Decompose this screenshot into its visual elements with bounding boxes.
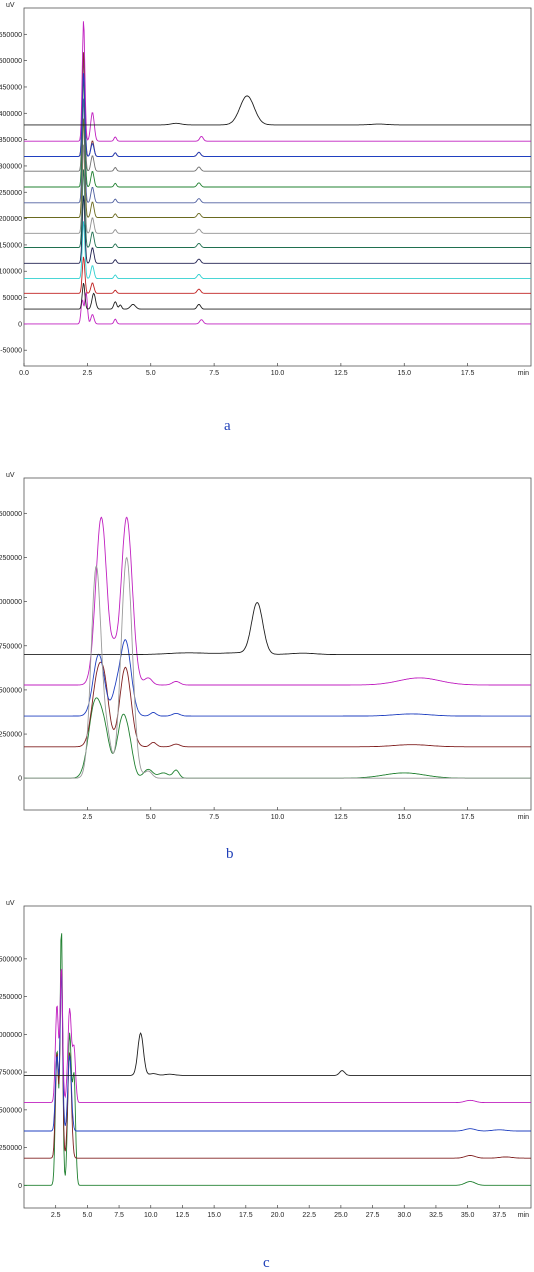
panel-c-x-tick-label: 2.5 (51, 1212, 61, 1219)
panel-a-trace-3 (24, 221, 531, 280)
panel-a-y-tick-label: 550000 (0, 32, 22, 39)
panel-a-y-tick-label: 0 (18, 321, 22, 328)
panel-a-trace-12 (24, 73, 531, 157)
panel-c-x-tick-label: 5.0 (83, 1212, 93, 1219)
panel-c-trace-1 (24, 972, 531, 1159)
panel-b-y-tick-label: 0 (18, 776, 22, 783)
panel-c-x-tick-label: 15.0 (207, 1212, 221, 1219)
panel-b-y-tick-label: 750000 (0, 643, 22, 650)
panel-b-trace-3 (24, 516, 531, 686)
panel-a-y-axis-label: uV (6, 2, 15, 9)
panel-b-x-tick-label: 2.5 (83, 814, 93, 821)
panel-c-x-tick-label: 35.0 (461, 1212, 475, 1219)
panel-c-x-tick-label: 12.5 (176, 1212, 190, 1219)
panel-a-x-tick-label: 5.0 (146, 370, 156, 377)
panel-c-trace-3 (24, 968, 531, 1104)
panel-a-x-tick-label: 7.5 (209, 370, 219, 377)
panel-c-y-tick-label: 1000000 (0, 1032, 22, 1039)
panel-a-trace-2 (24, 256, 531, 294)
panel-c-y-tick-label: 500000 (0, 1107, 22, 1114)
panel-c-y-tick-label: 1250000 (0, 994, 22, 1001)
panel-b-y-tick-label: 500000 (0, 687, 22, 694)
panel-a-trace-4 (24, 195, 531, 264)
panel-a-y-tick-label: 100000 (0, 269, 22, 276)
panel-a-trace-9 (24, 77, 531, 188)
panel-a-trace-1 (24, 282, 531, 310)
panel-c-y-tick-label: 750000 (0, 1070, 22, 1077)
panel-c-x-tick-label: 10.0 (144, 1212, 158, 1219)
panel-a-x-tick-label: 17.5 (461, 370, 475, 377)
panel-c-trace-0 (24, 933, 531, 1186)
panel-c-y-tick-label: 250000 (0, 1145, 22, 1152)
panel-a-trace-14 (24, 95, 531, 126)
panel-a-trace-0 (24, 292, 531, 325)
panel-a-x-tick-label: 15.0 (397, 370, 411, 377)
panel-b-x-tick-label: 15.0 (397, 814, 411, 821)
panel-a-trace-8 (24, 98, 531, 204)
panel-a-trace-5 (24, 169, 531, 248)
panel-b-y-axis-label: uV (6, 472, 15, 479)
panel-c-x-tick-label: 32.5 (429, 1212, 443, 1219)
panel-b-y-tick-label: 1250000 (0, 555, 22, 562)
panel-a-y-tick-label: 150000 (0, 242, 22, 249)
panel-b-x-tick-label: 7.5 (209, 814, 219, 821)
panel-a-x-tick-label: 12.5 (334, 370, 348, 377)
panel-a-x-tick-label: 0.0 (19, 370, 29, 377)
panel-c-x-tick-label: 22.5 (302, 1212, 316, 1219)
panel-label-a: a (224, 418, 231, 434)
panel-a-y-tick-label: 350000 (0, 137, 22, 144)
panel-b-x-axis-label: min (518, 814, 529, 821)
panel-c-x-tick-label: 25.0 (334, 1212, 348, 1219)
panel-c-trace-2 (24, 975, 531, 1132)
panel-a-y-tick-label: 400000 (0, 111, 22, 118)
panel-c-plot-frame (23, 905, 532, 1209)
panel-b-trace-2 (24, 639, 531, 717)
panel-label-b: b (226, 846, 234, 862)
panel-label-c: c (263, 1255, 270, 1271)
panel-b-trace-4 (24, 601, 531, 656)
panel-a-trace-10 (24, 59, 531, 172)
panel-c-x-tick-label: 7.5 (114, 1212, 124, 1219)
panel-a-x-tick-label: 10.0 (271, 370, 285, 377)
panel-a-y-tick-label: 450000 (0, 84, 22, 91)
panel-a-x-tick-label: 2.5 (83, 370, 93, 377)
panel-b-trace-5 (24, 556, 531, 779)
panel-c-x-tick-label: 20.0 (271, 1212, 285, 1219)
panel-b-trace-0 (24, 697, 531, 779)
panel-c-x-tick-label: 17.5 (239, 1212, 253, 1219)
panel-b-x-tick-label: 17.5 (461, 814, 475, 821)
panel-a-y-tick-label: 250000 (0, 190, 22, 197)
panel-b-x-tick-label: 12.5 (334, 814, 348, 821)
panel-c-x-tick-label: 27.5 (366, 1212, 380, 1219)
panel-a-trace-7 (24, 118, 531, 218)
panel-b-x-tick-label: 10.0 (271, 814, 285, 821)
panel-a-y-tick-label: 500000 (0, 58, 22, 65)
panel-b-trace-1 (24, 661, 531, 748)
panel-b-x-tick-label: 5.0 (146, 814, 156, 821)
panel-a-y-tick-label: 200000 (0, 216, 22, 223)
panel-a-y-tick-label: 300000 (0, 163, 22, 170)
panel-b-y-tick-label: 1000000 (0, 599, 22, 606)
panel-b-plot-frame (23, 477, 532, 811)
panel-b-y-tick-label: 250000 (0, 732, 22, 739)
panel-c-y-tick-label: 0 (18, 1183, 22, 1190)
panel-a-trace-6 (24, 144, 531, 234)
panel-a-trace-13 (24, 21, 531, 142)
panel-c-y-tick-label: 1500000 (0, 956, 22, 963)
panel-a-y-tick-label: -50000 (0, 348, 22, 355)
panel-b-y-tick-label: 1500000 (0, 511, 22, 518)
panel-a-x-axis-label: min (518, 370, 529, 377)
panel-a-y-tick-label: 50000 (3, 295, 23, 302)
panel-c-trace-4 (24, 1032, 531, 1076)
panel-c-x-axis-label: min (518, 1212, 529, 1219)
panel-c-y-axis-label: uV (6, 900, 15, 907)
panel-c-x-tick-label: 37.5 (493, 1212, 507, 1219)
panel-c-x-tick-label: 30.0 (397, 1212, 411, 1219)
